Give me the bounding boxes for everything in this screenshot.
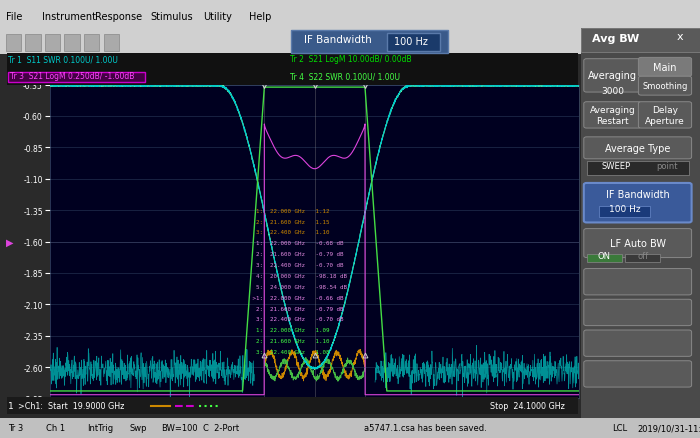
Text: 2:  21.600 GHz   -0.79 dB: 2: 21.600 GHz -0.79 dB [248,306,343,311]
Text: >1:  22.000 GHz   -0.66 dB: >1: 22.000 GHz -0.66 dB [248,295,343,300]
Text: SWEEP: SWEEP [602,161,631,170]
Text: Tr 2  S21 LogM 10.00dB/ 0.00dB: Tr 2 S21 LogM 10.00dB/ 0.00dB [290,55,412,64]
Text: Stimulus: Stimulus [150,12,193,22]
Text: IntTrig: IntTrig [88,423,113,432]
Text: Response: Response [94,12,141,22]
Text: Average Type: Average Type [605,144,671,153]
Text: 1:  22.000 GHz   -0.68 dB: 1: 22.000 GHz -0.68 dB [248,241,343,246]
Text: C  2-Port: C 2-Port [203,423,239,432]
Text: 2:  21.600 GHz   -0.79 dB: 2: 21.600 GHz -0.79 dB [248,251,343,257]
Text: Instrument: Instrument [42,12,96,22]
Text: IF Bandwidth: IF Bandwidth [606,190,670,200]
Text: 2:  21.600 GHz   1.10: 2: 21.600 GHz 1.10 [248,338,329,343]
Text: 1: 1 [8,401,14,410]
Text: Averaging: Averaging [588,71,637,81]
Text: 4:  20.000 GHz   -98.18 dB: 4: 20.000 GHz -98.18 dB [248,273,346,278]
Text: IF Bandwidth: IF Bandwidth [304,35,372,45]
Text: Stop  24.1000 GHz: Stop 24.1000 GHz [490,401,565,410]
Text: File: File [6,12,22,22]
Text: >Ch1:  Start  19.9000 GHz: >Ch1: Start 19.9000 GHz [18,401,125,410]
Text: LCL: LCL [612,423,628,432]
Text: 5:  24.000 GHz   -98.54 dB: 5: 24.000 GHz -98.54 dB [248,284,346,289]
Text: off: off [637,251,648,261]
Text: Tr 1  S11 SWR 0.100U/ 1.00U: Tr 1 S11 SWR 0.100U/ 1.00U [8,55,118,64]
Text: 100 Hz: 100 Hz [608,205,640,214]
Text: 3:  22.400 GHz   1.08: 3: 22.400 GHz 1.08 [248,349,329,354]
Text: 3:  22.400 GHz   -0.70 dB: 3: 22.400 GHz -0.70 dB [248,317,343,321]
Text: Ch 1: Ch 1 [46,423,64,432]
Text: 1: 1 [318,77,322,81]
Text: Delay
Aperture: Delay Aperture [645,106,685,125]
Text: ▶: ▶ [6,237,13,247]
Text: Swp: Swp [130,423,147,432]
Text: 3:  22.400 GHz   -0.70 dB: 3: 22.400 GHz -0.70 dB [248,262,343,268]
Text: 3000: 3000 [601,86,624,95]
Text: BW=100: BW=100 [161,423,197,432]
Text: Main: Main [653,63,677,73]
Text: x: x [677,32,683,42]
Text: Tr 3  S21 LogM 0.250dB/ -1.60dB: Tr 3 S21 LogM 0.250dB/ -1.60dB [10,72,134,81]
Text: Help: Help [248,12,271,22]
Text: 3:  22.400 GHz   1.10: 3: 22.400 GHz 1.10 [248,230,329,235]
Text: Tr 3: Tr 3 [8,423,24,432]
Text: 2: 2 [268,77,272,81]
Text: Avg BW: Avg BW [592,34,638,44]
Text: ◄: ◄ [582,237,589,247]
Text: Averaging
Restart: Averaging Restart [589,106,636,125]
Text: 1:  22.000 GHz   1.12: 1: 22.000 GHz 1.12 [248,208,329,213]
Text: 100 Hz: 100 Hz [394,37,428,47]
Text: 3: 3 [369,77,373,81]
Text: Tr 4  S22 SWR 0.100U/ 1.00U: Tr 4 S22 SWR 0.100U/ 1.00U [290,72,400,81]
Text: 1:  22.000 GHz   1.09: 1: 22.000 GHz 1.09 [248,328,329,332]
Text: 2:  21.600 GHz   1.15: 2: 21.600 GHz 1.15 [248,219,329,224]
Text: LF Auto BW: LF Auto BW [610,239,666,248]
Text: a5747.1.csa has been saved.: a5747.1.csa has been saved. [364,423,486,432]
Text: 2019/10/31-11:42: 2019/10/31-11:42 [637,423,700,432]
Text: ON: ON [598,251,610,261]
Text: point: point [657,161,678,170]
Text: Utility: Utility [203,12,232,22]
Text: Smoothing: Smoothing [643,82,687,91]
